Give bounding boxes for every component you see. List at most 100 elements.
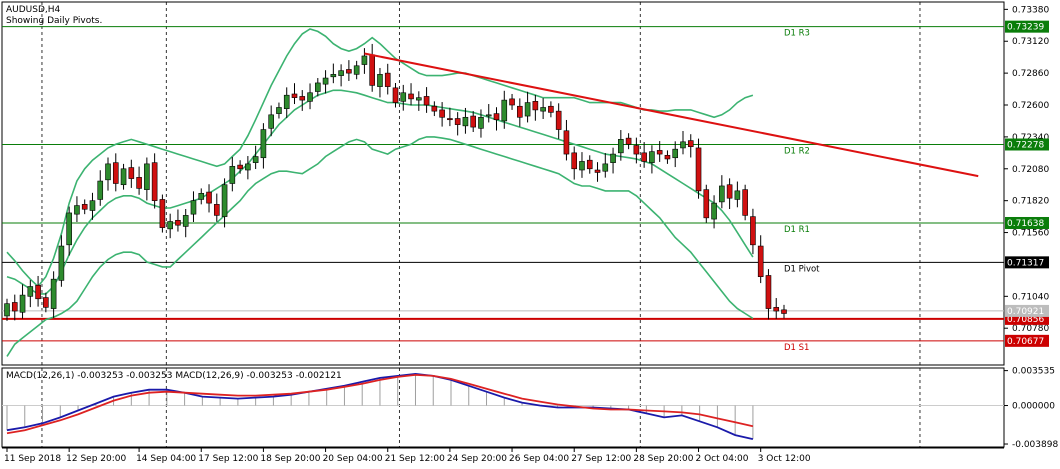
macd-title: MACD(12,26,1) -0.003253 -0.003253 MACD(1… (6, 371, 342, 381)
candle-body (633, 145, 640, 155)
candle-body (291, 93, 298, 98)
candle-body (462, 116, 469, 127)
candle-body (540, 107, 546, 112)
candle-body (144, 163, 150, 190)
price-tick-label: 0.71820 (1012, 197, 1049, 207)
candle-body (136, 177, 142, 189)
candle-body (649, 151, 655, 163)
macd-tick-label: 0.000000 (1012, 402, 1055, 412)
candle-body (625, 137, 632, 145)
candle-body (742, 189, 748, 216)
time-tick-label: 26 Sep 04:00 (509, 454, 569, 464)
candle-body (773, 307, 780, 312)
candle-body (213, 204, 220, 216)
candle-body (384, 72, 391, 87)
candle-body (151, 162, 158, 201)
candle-body (43, 297, 49, 308)
price-tick-label: 0.71040 (1012, 292, 1049, 302)
candle-body (416, 97, 422, 101)
candle-body (408, 93, 414, 100)
candle-body (478, 116, 484, 129)
candle-body (439, 109, 445, 118)
macd-signal-line (6, 373, 754, 435)
price-tick-label: 0.72860 (1012, 69, 1049, 79)
price-tick-label: 0.71560 (1012, 229, 1049, 239)
pivot-price-box (1005, 256, 1049, 269)
candle-body (501, 99, 508, 122)
candle-body (27, 286, 34, 297)
pivot-price-label: 0.72278 (1007, 141, 1044, 151)
candle-body (687, 140, 694, 148)
pivot-price-box (1005, 138, 1049, 151)
pivot-price-box (1005, 334, 1049, 347)
candle-body (400, 92, 407, 102)
time-tick-label: 18 Sep 20:00 (260, 454, 320, 464)
candle-body (58, 245, 65, 281)
candle-body (711, 202, 717, 220)
macd-pane-frame (1, 367, 1005, 448)
candle-body (159, 199, 166, 228)
candle-body (198, 193, 205, 200)
pivot-price-label: 0.73239 (1007, 23, 1044, 33)
candle-body (35, 284, 41, 300)
candle-body (50, 278, 57, 309)
bollinger-lower-band (6, 136, 754, 357)
time-tick-label: 21 Sep 12:00 (385, 454, 445, 464)
candle-body (361, 55, 368, 65)
candle-body (517, 105, 523, 118)
pivot-price-box (1005, 20, 1049, 33)
candle-body (447, 118, 453, 121)
candle-body (765, 275, 772, 309)
candle-body (586, 159, 593, 170)
candle-body (579, 161, 585, 171)
time-tick-label: 3 Oct 12:00 (758, 454, 811, 464)
candle-body (19, 294, 26, 313)
candle-body (594, 169, 601, 173)
candle-body (719, 185, 725, 203)
current-price-box (1005, 304, 1049, 317)
time-tick-label: 27 Sep 12:00 (571, 454, 631, 464)
candle-body (509, 98, 515, 106)
candle-body (431, 105, 438, 112)
candle-body (656, 150, 663, 155)
candle-body (346, 69, 352, 74)
current-price-label: 0.70921 (1007, 307, 1044, 317)
candle-body (618, 139, 624, 154)
price-tick-label: 0.73380 (1012, 5, 1049, 15)
candle-body (120, 168, 127, 186)
candle-body (493, 113, 500, 121)
candle-body (268, 114, 274, 129)
candle-body (750, 216, 756, 246)
symbol-title: AUDUSD,H4 (6, 5, 61, 15)
macd-tick-label: 0.003535 (1012, 367, 1055, 377)
macd-tick-label: -0.003898 (1012, 440, 1058, 450)
candle-body (229, 166, 236, 184)
candle-body (237, 164, 243, 170)
candle-body (369, 54, 375, 86)
candle-body (757, 245, 764, 278)
candle-body (734, 190, 741, 200)
bollinger-upper-band (6, 28, 754, 288)
candle-body (664, 154, 671, 160)
candle-body (548, 105, 554, 113)
candle-body (330, 74, 337, 78)
time-tick-label: 20 Sep 04:00 (323, 454, 383, 464)
candle-body (781, 309, 787, 314)
candle-body (322, 77, 329, 85)
candle-body (307, 92, 313, 102)
price-tick-label: 0.72080 (1012, 165, 1049, 175)
candle-body (454, 118, 461, 125)
candle-body (182, 215, 189, 227)
time-tick-label: 17 Sep 12:00 (198, 454, 258, 464)
candle-body (563, 130, 570, 155)
candle-body (610, 153, 616, 163)
price-tick-label: 0.70780 (1012, 324, 1049, 334)
candle-body (695, 147, 702, 192)
candle-body (703, 189, 710, 219)
candle-body (105, 163, 111, 181)
candle-body (555, 110, 562, 130)
support-price-label: 0.70856 (1007, 315, 1044, 325)
candle-body (353, 65, 360, 75)
pivot-name-label: D1 R2 (784, 147, 810, 157)
